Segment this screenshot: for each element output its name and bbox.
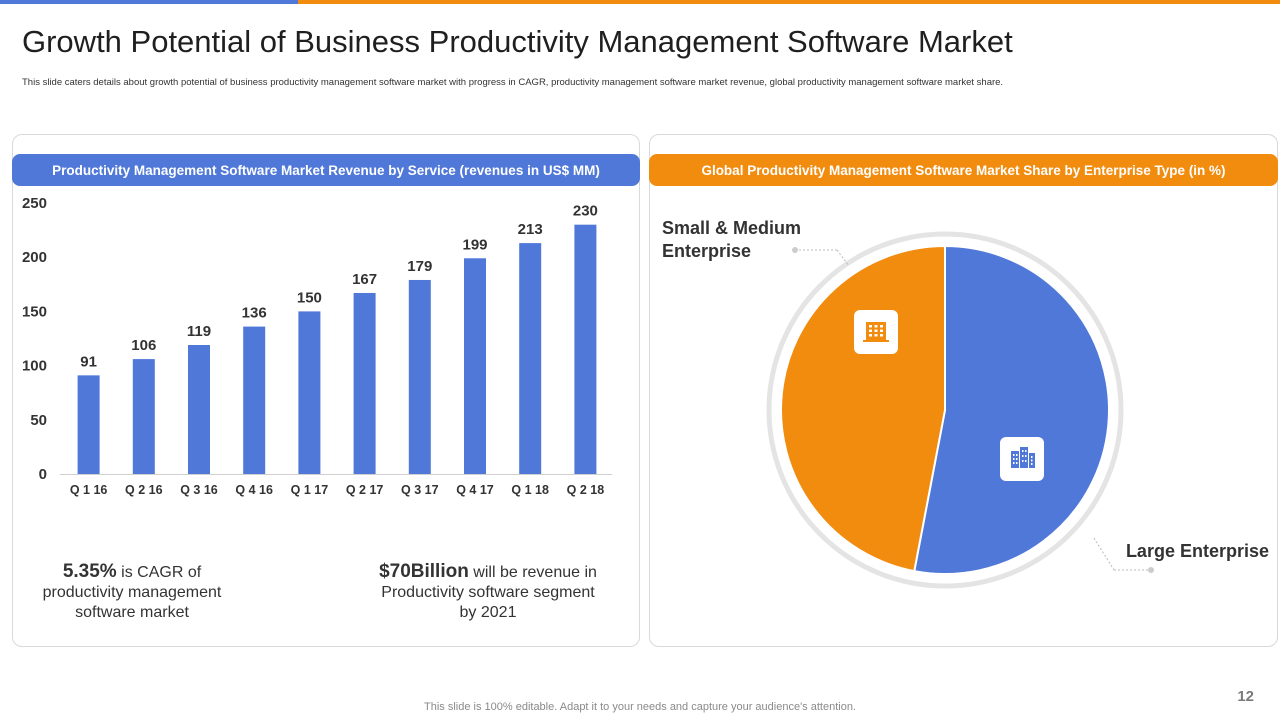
revenue-value: $70Billion (379, 561, 469, 582)
bar (132, 359, 155, 474)
bar (298, 311, 321, 474)
bar (464, 258, 486, 474)
pie-slice-small-medium-enterprise (780, 244, 946, 573)
top-accent-bar (0, 0, 1280, 4)
revenue-panel-header: Productivity Management Software Market … (12, 154, 640, 186)
bar-value-label: 91 (80, 353, 97, 370)
cagr-stat: 5.35% is CAGR of productivity management… (32, 562, 232, 623)
page-number: 12 (1237, 688, 1254, 705)
y-tick-label: 50 (30, 412, 47, 429)
top-accent-orange (298, 0, 1280, 4)
label-large-enterprise: Large Enterprise (1126, 541, 1269, 561)
slide-title: Growth Potential of Business Productivit… (22, 24, 1013, 59)
revenue-text: will be revenue in Productivity software… (381, 564, 597, 621)
x-tick-label: Q 1 16 (70, 483, 108, 497)
cagr-text: is CAGR of productivity management softw… (42, 564, 222, 621)
x-tick-label: Q 2 18 (567, 483, 605, 497)
revenue-bar-chart: 0 50 100 150 200 250 91 Q 1 16 106 Q 2 16 119 Q 3 1… (22, 195, 612, 497)
bar-value-label: 119 (187, 323, 211, 340)
bar-value-label: 213 (518, 221, 543, 238)
bar-value-label: 230 (573, 203, 598, 220)
bar (353, 292, 376, 474)
bar (574, 224, 597, 474)
bar (519, 243, 542, 474)
pie-slice-large-enterprise (913, 244, 1110, 575)
top-accent-blue (0, 0, 298, 4)
x-tick-label: Q 3 17 (401, 483, 439, 497)
leader-line-small-medium-2 (836, 249, 850, 267)
y-tick-label: 150 (22, 303, 47, 320)
corporate-building-icon (1000, 437, 1044, 481)
y-tick-label: 0 (39, 466, 47, 483)
x-tick-label: Q 4 16 (235, 483, 273, 497)
leader-line-large (1093, 537, 1115, 571)
x-tick-label: Q 3 16 (180, 483, 218, 497)
bar-value-label: 150 (297, 289, 322, 306)
x-tick-label: Q 1 17 (291, 483, 329, 497)
y-tick-label: 250 (22, 195, 47, 212)
x-tick-label: Q 4 17 (456, 483, 494, 497)
y-tick-label: 100 (22, 358, 47, 375)
market-share-panel-header: Global Productivity Management Software … (649, 154, 1278, 186)
x-tick-label: Q 2 17 (346, 483, 384, 497)
x-tick-label: Q 2 16 (125, 483, 163, 497)
bar (188, 345, 210, 474)
bar-value-label: 136 (242, 305, 267, 322)
label-small-medium-line1: Small & Medium (662, 218, 801, 238)
cagr-value: 5.35% (62, 561, 117, 582)
label-small-medium-line2: Enterprise (662, 241, 751, 261)
bar-value-label: 106 (131, 337, 156, 354)
footer-note: This slide is 100% editable. Adapt it to… (424, 701, 856, 713)
x-tick-label: Q 1 18 (511, 483, 549, 497)
bar (408, 279, 431, 474)
revenue-stat: $70Billion will be revenue in Productivi… (378, 562, 598, 623)
bar-value-label: 179 (407, 258, 432, 275)
bar-value-label: 199 (462, 236, 487, 253)
y-tick-label: 200 (22, 249, 47, 266)
leader-dot-large (1148, 567, 1154, 573)
market-share-pie-chart: Small & Medium Enterprise Large Enterprise (662, 218, 1269, 589)
slide-subtitle: This slide caters details about growth p… (22, 77, 1004, 88)
bar-value-label: 167 (352, 271, 377, 288)
office-building-icon (854, 310, 898, 354)
leader-dot-small-medium (792, 247, 798, 253)
bar (77, 375, 100, 474)
bar (243, 326, 266, 474)
